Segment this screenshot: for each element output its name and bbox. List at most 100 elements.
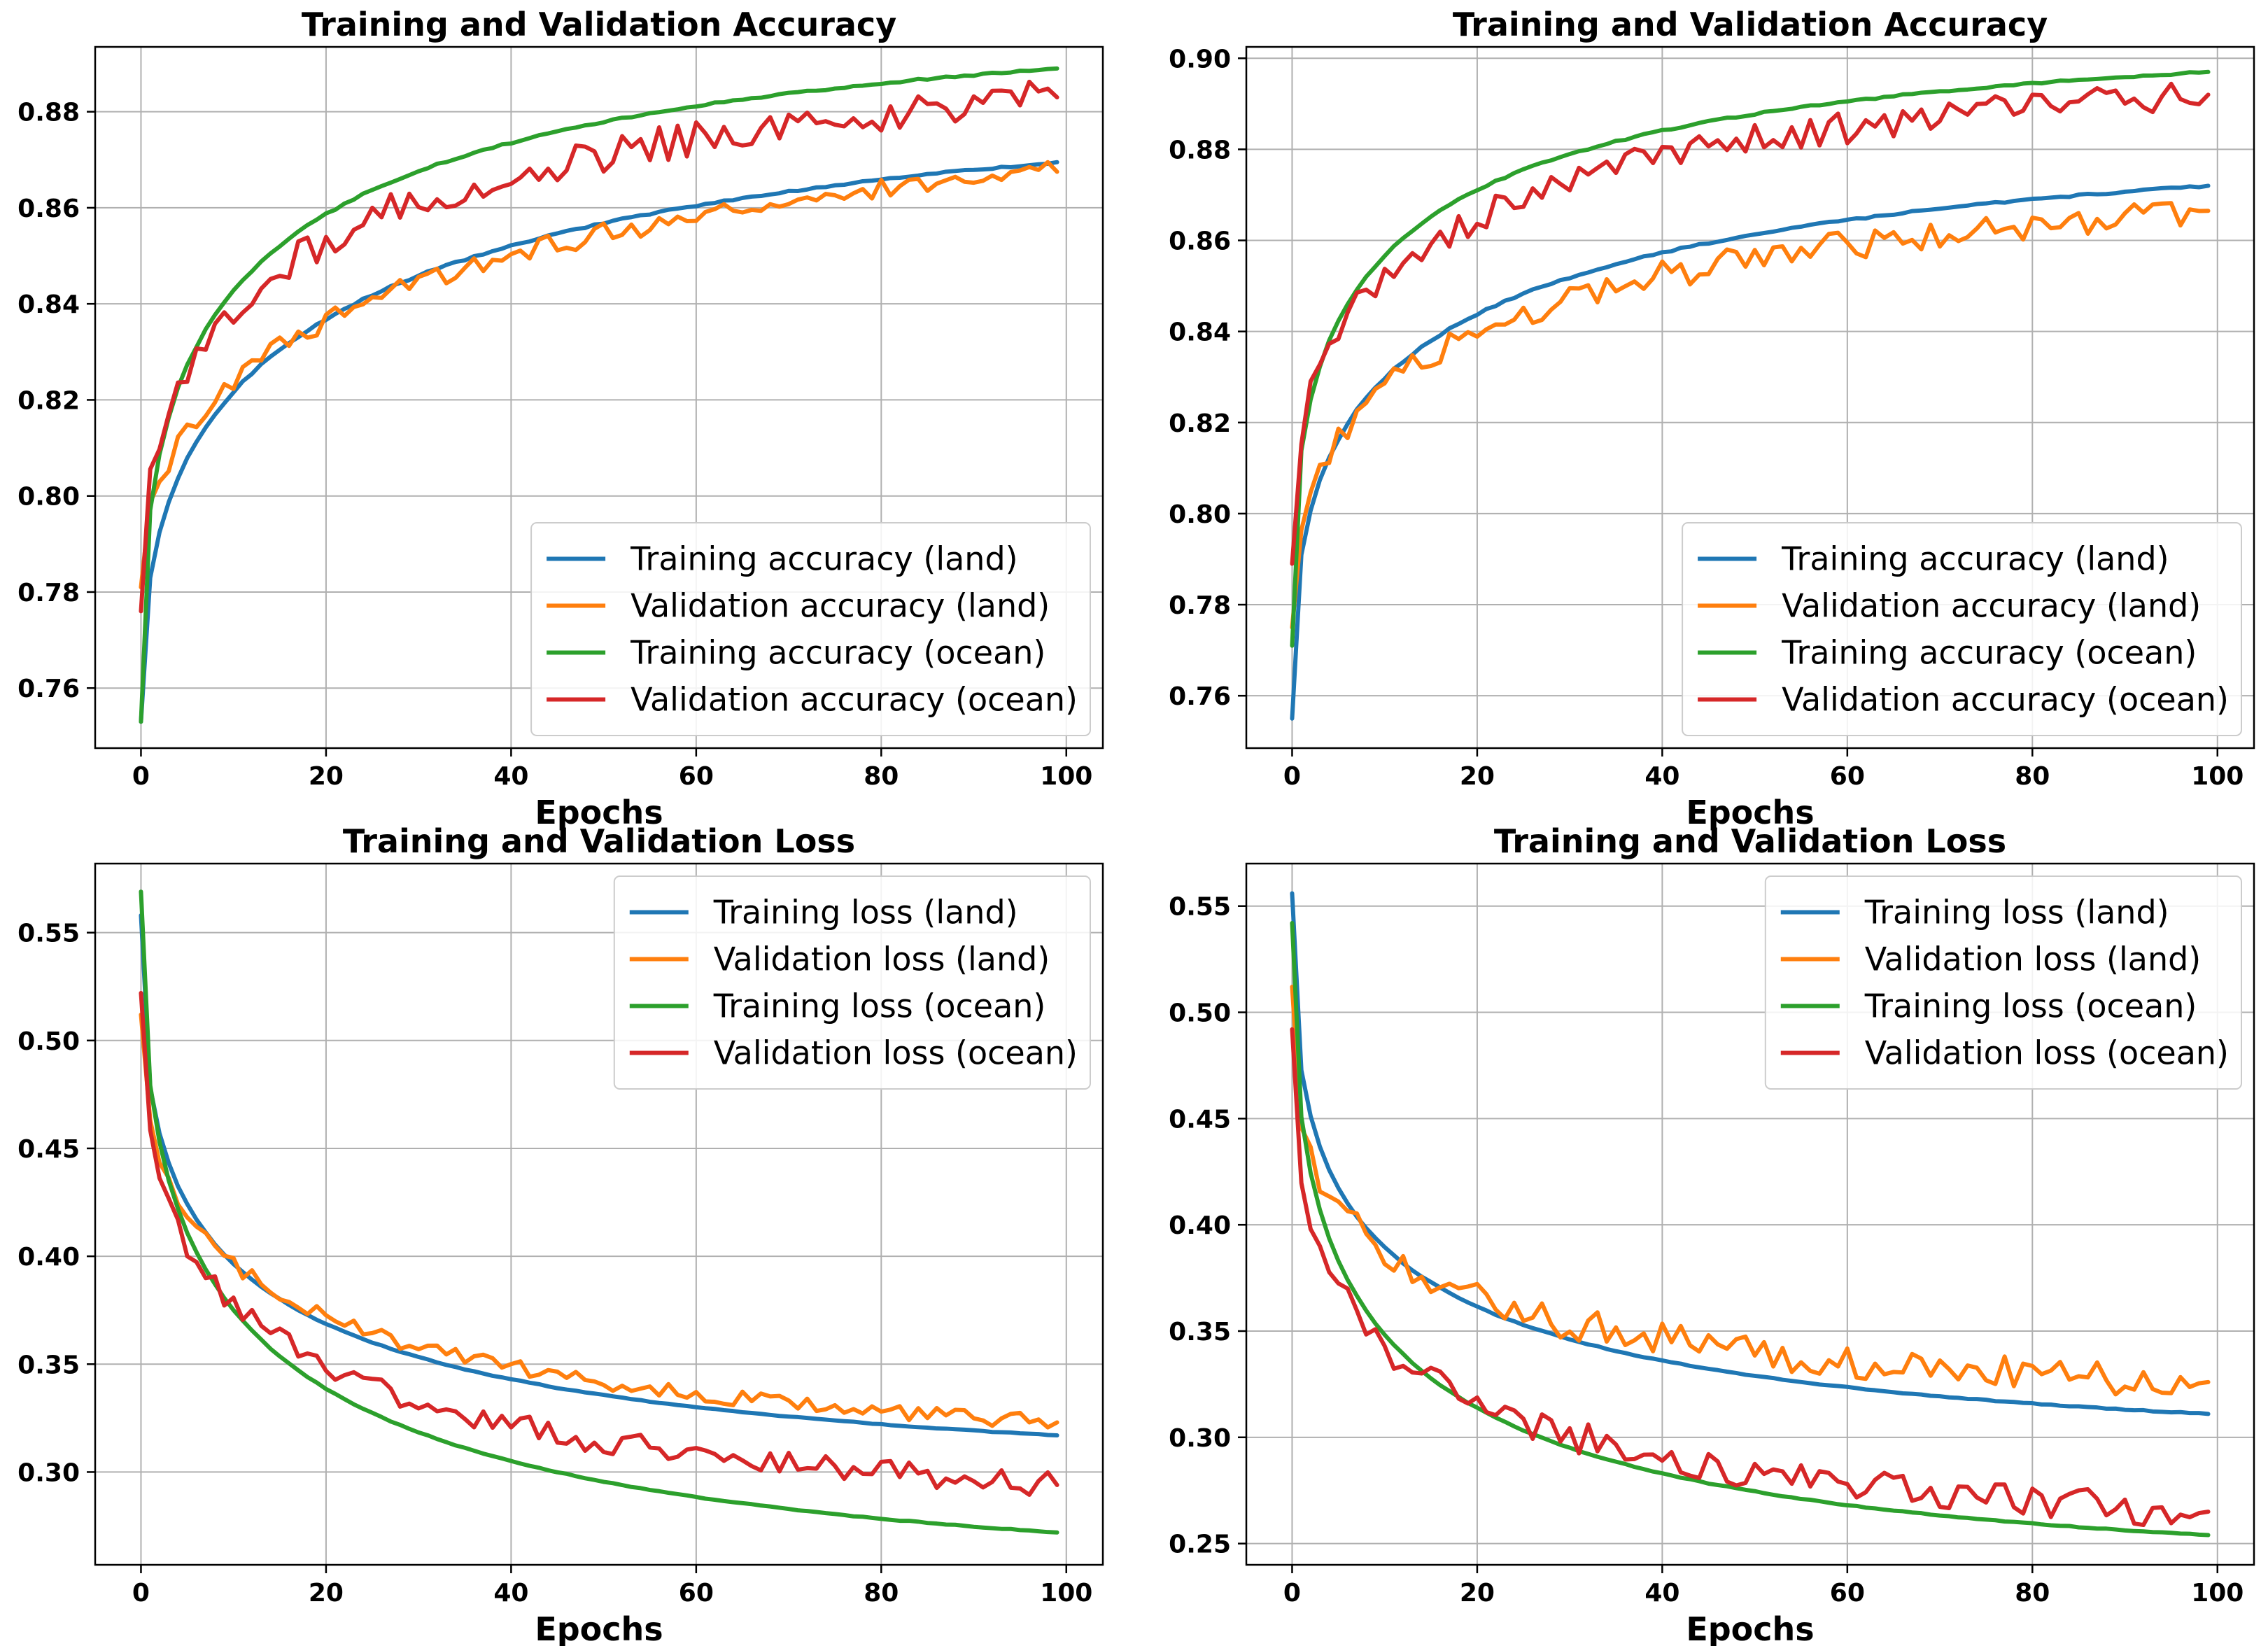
x-axis-label: Epochs <box>535 1610 663 1646</box>
x-tick-label: 60 <box>1830 1579 1865 1608</box>
plot-frame <box>94 45 1104 750</box>
series-line-3 <box>1290 69 2211 648</box>
y-tick-label: 0.88 <box>1169 136 1231 164</box>
y-tick-label: 0.50 <box>17 1027 80 1056</box>
legend-entry: Validation loss (ocean) <box>1865 1034 2229 1072</box>
y-tick-label: 0.78 <box>17 579 80 607</box>
y-tick-label: 0.76 <box>1169 682 1231 711</box>
x-tick-label: 0 <box>132 762 150 791</box>
y-tick-label: 0.88 <box>17 99 80 127</box>
y-tick-label: 0.55 <box>1169 893 1231 922</box>
plot-frame <box>94 862 1104 1566</box>
series-line-3 <box>1290 921 2211 1538</box>
legend-entry: Training accuracy (land) <box>630 540 1018 578</box>
y-tick-label: 0.86 <box>1169 227 1231 256</box>
legend-entry: Validation accuracy (ocean) <box>1782 681 2229 719</box>
legend-box <box>530 522 1091 736</box>
x-tick-label: 60 <box>679 762 714 791</box>
x-axis-label: Epochs <box>1686 1610 1814 1646</box>
legend: Training loss (land) Validation loss (lan… <box>1764 875 2242 1090</box>
series-line-3 <box>139 66 1059 724</box>
chart-title: Training and Validation Accuracy <box>302 6 896 43</box>
series-line-4 <box>139 79 1059 614</box>
x-tick-label: 20 <box>1460 1579 1495 1608</box>
y-tick-label: 0.35 <box>1169 1318 1231 1346</box>
x-tick-label: 80 <box>2015 762 2050 791</box>
y-tick-label: 0.78 <box>1169 591 1231 620</box>
series-line-2 <box>1290 985 2211 1397</box>
chart-panel-4: 0 20 40 60 80 100 0.25 0.30 0.35 0.40 0.45 0.50 0.55… <box>1169 822 2255 1646</box>
chart-panel-2: 0 20 40 60 80 100 0.76 0.78 0.80 0.82 0.84 0.86 0.88… <box>1169 6 2255 831</box>
y-tick-label: 0.84 <box>1169 318 1231 347</box>
chart-panel-1: 0 20 40 60 80 100 0.76 0.78 0.80 0.82 0.84 0.86 0.88… <box>17 6 1104 831</box>
x-tick-label: 100 <box>2191 762 2244 791</box>
y-tick-label: 0.82 <box>17 386 80 415</box>
plot-frame <box>1245 45 2255 750</box>
y-tick-label: 0.86 <box>17 195 80 223</box>
x-tick-label: 20 <box>1460 762 1495 791</box>
y-tick-label: 0.76 <box>17 675 80 703</box>
legend-entry: Training loss (ocean) <box>1864 987 2197 1025</box>
chart-title: Training and Validation Loss <box>343 822 855 860</box>
legend-entry: Training loss (ocean) <box>713 987 1046 1025</box>
legend-entry: Training loss (land) <box>713 894 1018 931</box>
x-tick-label: 40 <box>493 762 528 791</box>
legend-entry: Training accuracy (ocean) <box>630 634 1045 672</box>
y-tick-label: 0.80 <box>1169 500 1231 529</box>
x-tick-label: 40 <box>1644 762 1679 791</box>
series-line-1 <box>139 913 1059 1438</box>
y-tick-label: 0.45 <box>17 1135 80 1164</box>
y-tick-label: 0.30 <box>17 1458 80 1487</box>
series-line-2 <box>1290 201 2211 630</box>
y-tick-label: 0.80 <box>17 483 80 512</box>
legend-box <box>1764 875 2242 1090</box>
series-line-4 <box>139 990 1059 1497</box>
legend-entry: Training loss (land) <box>1864 894 2169 931</box>
legend-entry: Training accuracy (ocean) <box>1781 634 2197 672</box>
x-tick-label: 100 <box>2191 1579 2244 1608</box>
legend-entry: Validation accuracy (ocean) <box>631 681 1078 719</box>
x-tick-label: 100 <box>1040 1579 1092 1608</box>
y-tick-label: 0.30 <box>1169 1424 1231 1453</box>
x-tick-label: 0 <box>1283 1579 1301 1608</box>
legend: Training loss (land) Validation loss (lan… <box>613 875 1091 1090</box>
y-tick-label: 0.40 <box>1169 1211 1231 1240</box>
series-line-1 <box>1290 183 2211 721</box>
x-tick-label: 20 <box>309 1579 344 1608</box>
x-axis-label: Epochs <box>535 794 663 831</box>
series-line-4 <box>1290 1027 2211 1528</box>
legend-box <box>613 875 1091 1090</box>
x-tick-label: 60 <box>679 1579 714 1608</box>
series-line-2 <box>139 160 1059 590</box>
y-tick-label: 0.40 <box>17 1243 80 1272</box>
y-tick-label: 0.84 <box>17 290 80 319</box>
y-tick-label: 0.50 <box>1169 999 1231 1028</box>
y-tick-label: 0.35 <box>17 1351 80 1379</box>
legend-entry: Training accuracy (land) <box>1781 540 2169 578</box>
legend-entry: Validation accuracy (land) <box>631 587 1050 625</box>
chart-title: Training and Validation Loss <box>1494 822 2006 860</box>
x-tick-label: 20 <box>309 762 344 791</box>
x-tick-label: 40 <box>493 1579 528 1608</box>
series-line-3 <box>139 889 1059 1535</box>
legend-box <box>1682 522 2242 736</box>
legend: Training accuracy (land) Validation accur… <box>530 522 1091 736</box>
x-tick-label: 80 <box>2015 1579 2050 1608</box>
x-tick-label: 80 <box>864 762 899 791</box>
chart-title: Training and Validation Accuracy <box>1453 6 2048 43</box>
y-tick-label: 0.90 <box>1169 45 1231 73</box>
y-tick-label: 0.25 <box>1169 1531 1231 1559</box>
x-tick-label: 0 <box>1283 762 1301 791</box>
legend-entry: Validation loss (ocean) <box>714 1034 1078 1072</box>
legend-entry: Validation loss (land) <box>1865 941 2201 978</box>
series-line-4 <box>1290 81 2211 566</box>
legend-entry: Validation loss (land) <box>714 941 1050 978</box>
x-tick-label: 60 <box>1830 762 1865 791</box>
legend-entry: Validation accuracy (land) <box>1782 587 2201 625</box>
series-line-2 <box>139 1012 1059 1430</box>
chart-panel-3: 0 20 40 60 80 100 0.30 0.35 0.40 0.45 0.50 0.55 Trai… <box>17 822 1104 1646</box>
y-tick-label: 0.55 <box>17 920 80 948</box>
x-tick-label: 100 <box>1040 762 1092 791</box>
